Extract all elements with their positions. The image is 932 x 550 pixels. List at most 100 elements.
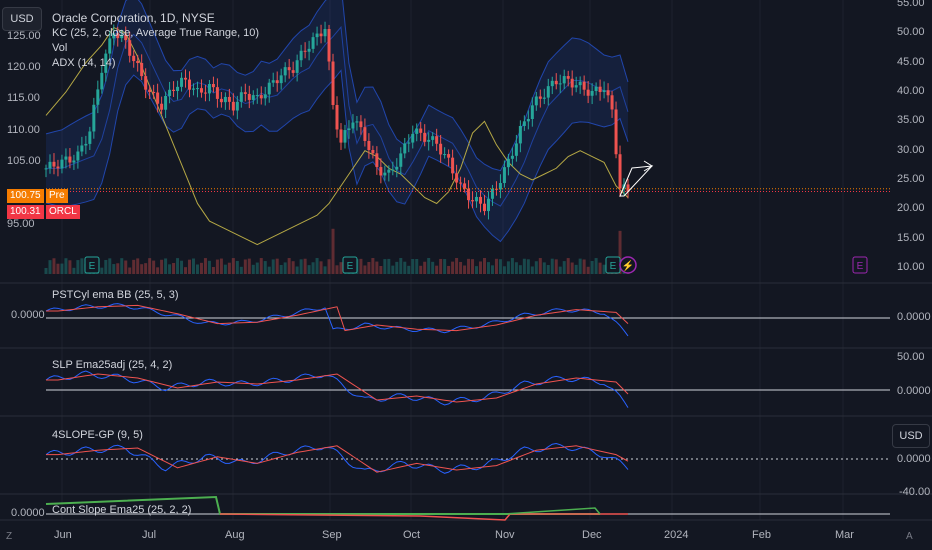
volume-bar (267, 266, 271, 274)
volume-bar (375, 261, 379, 274)
candle-body (403, 143, 407, 154)
volume-bar (582, 259, 586, 274)
candle-body (60, 159, 64, 169)
pane4-title[interactable]: Cont Slope Ema25 (25, 2, 2) (52, 504, 192, 516)
candle-body (379, 167, 383, 176)
premarket-price-badge: 100.75 (7, 189, 44, 203)
volume-bar (124, 260, 128, 274)
volume-bar (546, 265, 550, 274)
candle-body (144, 76, 148, 90)
candle-body (399, 153, 403, 167)
candle-body (327, 29, 331, 62)
volume-bar (602, 264, 606, 274)
pane1-title[interactable]: PSTCyl ema BB (25, 5, 3) (52, 289, 179, 301)
volume-bar (168, 264, 172, 274)
candle-body (148, 89, 152, 92)
candle-body (88, 131, 92, 144)
volume-bar (494, 258, 498, 274)
candle-body (160, 103, 164, 110)
candle-body (459, 182, 463, 184)
candle-body (152, 91, 156, 93)
currency-button[interactable]: USD (2, 7, 42, 31)
adx-tick-label: 10.00 (897, 261, 925, 273)
pane-currency-button[interactable]: USD (892, 424, 930, 448)
earnings-marker-icon (342, 256, 358, 274)
candle-body (299, 50, 303, 61)
pane3-red-line (46, 445, 629, 473)
volume-bar (395, 261, 399, 274)
candle-body (263, 94, 267, 99)
adx-tick-label: 15.00 (897, 231, 925, 244)
pane1-right-value: 0.0000 (897, 311, 931, 323)
volume-bar (459, 261, 463, 274)
volume-bar (112, 264, 116, 274)
volume-bar (68, 260, 72, 274)
candle-body (72, 160, 76, 163)
candle-body (486, 198, 490, 212)
adx-tick-label: 25.00 (897, 173, 925, 185)
candle-body (68, 156, 72, 163)
volume-bar (315, 258, 319, 274)
candle-body (554, 80, 558, 85)
candle-body (215, 87, 219, 99)
candle-body (279, 75, 283, 84)
volume-bar (423, 261, 427, 274)
pane2-red-line (46, 373, 629, 403)
dividend-marker-icon (619, 256, 637, 274)
volume-bar (439, 258, 443, 274)
volume-bar (383, 259, 387, 274)
volume-bar (327, 259, 331, 274)
candle-body (343, 130, 347, 143)
volume-bar (104, 259, 108, 274)
volume-bar (44, 268, 48, 274)
candle-body (506, 158, 510, 168)
volume-bar (307, 265, 311, 274)
volume-bar (339, 262, 343, 274)
pane2-title[interactable]: SLP Ema25adj (25, 4, 2) (52, 359, 173, 371)
volume-bar (482, 258, 486, 274)
volume-bar (156, 267, 160, 274)
trend-arrow-head (643, 160, 653, 172)
volume-bar (391, 265, 395, 274)
candle-body (542, 97, 546, 99)
volume-bar (323, 266, 327, 274)
candle-body (482, 203, 486, 212)
indicator-kc[interactable]: KC (25, 2, close, Average True Range, 10… (52, 27, 260, 39)
volume-bar (578, 258, 582, 274)
candle-body (447, 154, 451, 158)
candle-body (351, 122, 355, 129)
keltner-upper-line (45, 0, 629, 172)
volume-bar (223, 264, 227, 274)
candle-body (355, 121, 359, 123)
volume-bar (184, 267, 188, 274)
volume-bar (191, 258, 195, 274)
volume-bar (263, 261, 267, 274)
volume-bar (522, 258, 526, 274)
candle-body (112, 33, 116, 39)
pane1-red-line (46, 304, 629, 332)
auto-scale-button[interactable]: A (906, 531, 913, 542)
volume-bar (215, 259, 219, 274)
candle-body (590, 90, 594, 96)
indicator-vol[interactable]: Vol (52, 42, 68, 54)
volume-bar (359, 258, 363, 274)
indicator-adx[interactable]: ADX (14, 14) (52, 57, 116, 69)
candle-body (387, 169, 391, 173)
pane3-blue-line (45, 443, 629, 474)
candle-body (339, 129, 343, 143)
volume-bar (128, 267, 132, 274)
volume-bar (235, 260, 239, 274)
earnings-marker-icon (84, 256, 100, 274)
candle-body (184, 77, 188, 80)
volume-bar (399, 258, 403, 274)
candle-body (526, 118, 530, 122)
zoom-corner[interactable]: Z (6, 531, 13, 542)
volume-bar (227, 262, 231, 274)
volume-bar (598, 262, 602, 274)
volume-bar (259, 258, 263, 274)
candle-body (48, 161, 52, 169)
candle-body (566, 76, 570, 79)
pane3-title[interactable]: 4SLOPE-GP (9, 5) (52, 429, 143, 441)
volume-bar (618, 230, 622, 274)
chart-title: Oracle Corporation, 1D, NYSE (52, 11, 215, 25)
